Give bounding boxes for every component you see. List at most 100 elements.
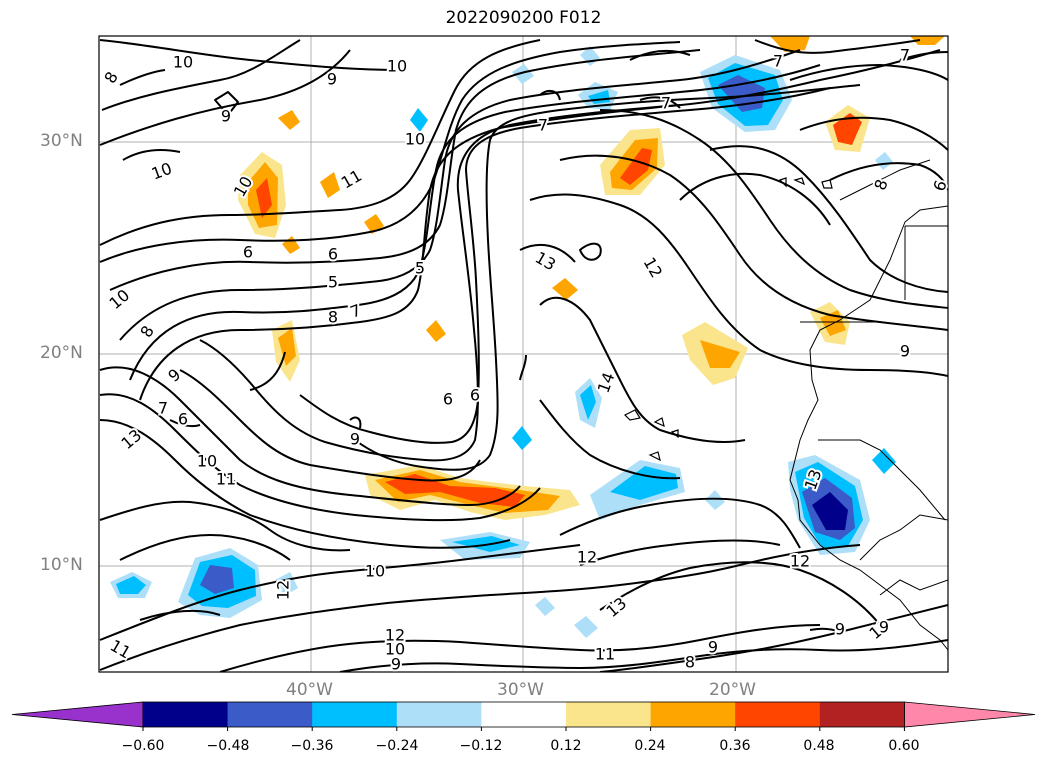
contour-label: 10 (173, 53, 193, 72)
contour-label-halo: 5 (415, 259, 425, 278)
colorbar-frame (142, 701, 905, 728)
negative-patch (512, 426, 532, 450)
contour-label: 8 (685, 653, 695, 672)
colorbar-tick-label: −0.36 (290, 738, 334, 754)
contour-label-halo: 9 (708, 638, 718, 657)
contour-label-halo: 7 (158, 399, 168, 418)
colorbar-tick-label: −0.48 (206, 738, 250, 754)
islands (623, 177, 833, 462)
contour-label-halo: 8 (328, 308, 338, 327)
contour-label-halo: 10 (365, 562, 385, 581)
contour-label: 7 (538, 116, 548, 135)
contour-label: 12 (274, 580, 293, 600)
colorbar-tick-label: −0.12 (459, 738, 503, 754)
plot-frame (98, 35, 949, 673)
contour-label-halo: 9 (221, 107, 231, 126)
contour-label: 9 (350, 430, 360, 449)
positive-patch (552, 278, 578, 300)
contour-label: 9 (327, 70, 337, 89)
positive-patch (320, 172, 340, 198)
positive-patch (620, 148, 652, 185)
contour-label: 10 (385, 640, 405, 659)
positive-patch (278, 110, 300, 130)
contour-label: 11 (595, 645, 615, 664)
negative-patch (535, 597, 555, 616)
positive-patch (910, 36, 945, 45)
colorbar-tick-label: 0.36 (719, 738, 751, 754)
contour-label: 6 (443, 390, 453, 409)
contour-label: 10 (405, 130, 425, 149)
contour-label: 11 (216, 470, 236, 489)
colorbar-segment (735, 702, 821, 727)
map-title: 2022090200 F012 (445, 8, 602, 28)
contour-label-halo: 7 (661, 94, 671, 113)
contour-label-halo: 6 (470, 386, 480, 405)
contour-label-halo: 12 (577, 548, 597, 567)
colorbar-segment (396, 702, 482, 727)
contour-label: 5 (328, 273, 338, 292)
contour-label: 6 (328, 245, 338, 264)
contour-label: 7 (900, 46, 910, 65)
contour-label: 12 (790, 552, 810, 571)
colorbar-segment (143, 702, 229, 727)
contour-label-halo: 9 (391, 655, 401, 674)
contour-label: 9 (391, 655, 401, 674)
positive-patch (256, 178, 272, 218)
contour-label: 7 (158, 399, 168, 418)
negative-patch (705, 490, 725, 510)
contour-label-halo: 9 (327, 70, 337, 89)
contour-label: 9 (879, 618, 889, 637)
colorbar-segment (566, 702, 652, 727)
colorbar-tick-label: −0.24 (375, 738, 419, 754)
colorbar-extend-min (11, 701, 144, 728)
contour-label: 12 (385, 626, 405, 645)
contour-label-halo: 6 (178, 410, 188, 429)
contour-label: 7 (661, 94, 671, 113)
positive-patch (385, 474, 525, 507)
colorbar-segment (650, 702, 736, 727)
contour-label-halo: 10 (385, 640, 405, 659)
contour-label: 12 (577, 548, 597, 567)
colorbar (11, 701, 1036, 731)
positive-patch (833, 113, 862, 145)
contour-label: 9 (221, 107, 231, 126)
contour-label-halo: 6 (443, 390, 453, 409)
contour-label-halo: 9 (879, 618, 889, 637)
contour-label-halo: 11 (595, 645, 615, 664)
colorbar-segment (227, 702, 313, 727)
contour-label: 9 (835, 620, 845, 639)
negative-patch (872, 448, 896, 474)
contour-label: 10 (197, 452, 217, 471)
contour-label-halo: 10 (197, 452, 217, 471)
lat-label-20n: 20°N (40, 343, 83, 363)
negative-patch (574, 616, 598, 638)
contour-label-halo: 9 (900, 342, 910, 361)
colorbar-tick-label: 0.12 (550, 738, 582, 754)
positive-patch (770, 36, 810, 52)
contour-label: 6 (470, 386, 480, 405)
contour-label-halo: 10 (387, 57, 407, 76)
negative-patch (512, 64, 534, 84)
lat-label-10n: 10°N (40, 555, 83, 575)
contour-label: 8 (328, 308, 338, 327)
contour-label-halo: 11 (216, 470, 236, 489)
contour-label-halo: 5 (328, 273, 338, 292)
contour-label-halo: 7 (773, 52, 783, 71)
contour-label-halo: 6 (243, 243, 253, 262)
contour-label: 9 (900, 342, 910, 361)
contour-label-halo: 12 (274, 580, 293, 600)
colorbar-tick-label: −0.60 (121, 738, 165, 754)
negative-patch (812, 492, 848, 530)
contour-label-halo: 8 (685, 653, 695, 672)
contour-lines (99, 39, 948, 672)
contour-label-halo: 9 (835, 620, 845, 639)
positive-patch (700, 340, 740, 368)
negative-patch (610, 466, 678, 500)
colorbar-segment (481, 702, 567, 727)
lon-label-40w: 40°W (286, 680, 333, 700)
contour-label: 10 (365, 562, 385, 581)
contour-label-halo: 12 (790, 552, 810, 571)
contour-label-halo: 9 (350, 430, 360, 449)
contour-label: 9 (708, 638, 718, 657)
colorbar-tick-label: 0.48 (803, 738, 835, 754)
